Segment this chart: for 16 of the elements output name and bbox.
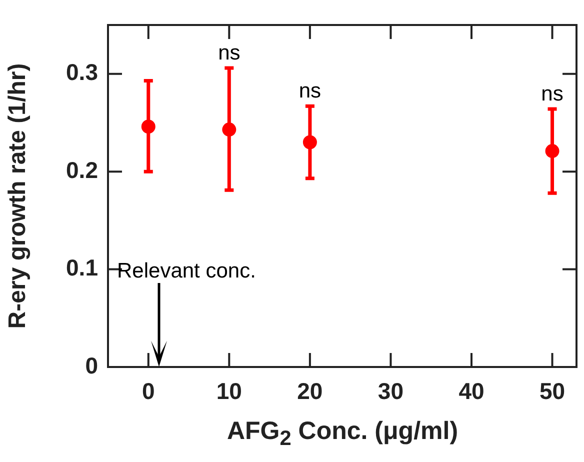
x-tick-label: 40 [458, 378, 484, 404]
x-axis-title: AFG$_{2}$ Conc. (μg/ml) [226, 417, 460, 451]
y-axis-title: R-ery growth rate (1/hr) [4, 63, 32, 329]
y-tick-label: 0 [85, 352, 98, 378]
annotation: ns [541, 82, 564, 106]
annotation: ns [298, 79, 322, 102]
x-tick-label: 20 [297, 378, 323, 404]
annotation: Relevant conc. [117, 260, 256, 283]
y-tick-label: 0.3 [66, 59, 98, 86]
x-tick-label: 0 [142, 378, 155, 404]
annotation: ns [218, 41, 240, 64]
y-tick-label: 0.1 [66, 254, 98, 281]
y-tick-label: 0.2 [66, 156, 98, 183]
x-tick-label: 10 [216, 378, 242, 404]
x-tick-label: 50 [539, 378, 566, 404]
x-tick-label: 30 [378, 378, 404, 404]
